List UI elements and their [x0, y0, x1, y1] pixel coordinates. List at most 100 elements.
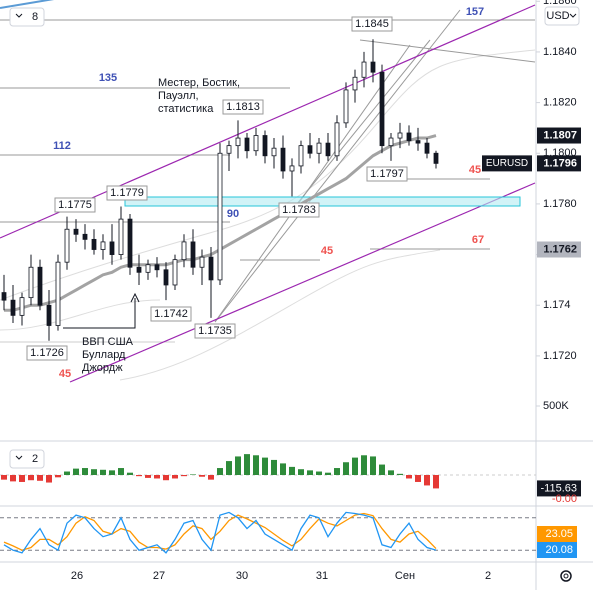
- candle-body: [136, 266, 142, 273]
- candle-body: [91, 238, 97, 250]
- price-label: 1.1726: [30, 347, 64, 359]
- candle-body: [307, 145, 313, 154]
- price-label: 1.1742: [154, 308, 188, 320]
- note: Пауэлл,: [158, 90, 199, 102]
- price-label: 1.1735: [198, 325, 232, 337]
- price-label-box: [194, 323, 236, 339]
- histogram-bar: [64, 471, 70, 475]
- candle-body: [325, 142, 331, 157]
- pane-button[interactable]: [9, 449, 45, 469]
- histogram-bar: [415, 475, 421, 482]
- histogram-bar: [190, 474, 196, 475]
- histogram-bar: [388, 470, 394, 475]
- x-tick-label: 27: [153, 570, 165, 582]
- histogram-bar: [271, 459, 277, 475]
- candle-body: [334, 122, 340, 157]
- x-tick-label: 26: [71, 570, 83, 582]
- envelope: [119, 249, 441, 381]
- x-tick-label: 2: [485, 570, 491, 582]
- candle-body: [415, 140, 421, 144]
- histogram-bar: [307, 470, 313, 475]
- candle-body: [37, 266, 43, 306]
- histogram-bar: [145, 475, 151, 478]
- price-label-box: [278, 202, 320, 218]
- y-tick-label: 1.1780: [543, 198, 577, 210]
- fan-line: [291, 39, 431, 211]
- fan-label: 67: [472, 234, 484, 246]
- candle-body: [172, 259, 178, 286]
- candle-body: [271, 147, 277, 157]
- level-tag-bg: [537, 241, 581, 258]
- candle-body: [397, 132, 403, 139]
- candle-body: [298, 145, 304, 167]
- histogram-bar: [244, 454, 250, 475]
- candle-body: [208, 256, 214, 281]
- y-tick-label: 1.1860: [543, 0, 577, 7]
- histogram-bar: [28, 475, 34, 481]
- zone-box: [124, 196, 521, 207]
- candle-body: [226, 145, 232, 154]
- candle-body: [28, 266, 34, 299]
- x-tick-label: 31: [316, 570, 328, 582]
- candle-body: [388, 137, 394, 147]
- candle-body: [433, 152, 439, 164]
- candle-body: [190, 241, 196, 268]
- candle-body: [145, 264, 151, 273]
- symbol-tag: EURUSD: [486, 158, 528, 169]
- ma-tag-bg: [537, 127, 581, 144]
- histogram-bar: [136, 475, 142, 477]
- candle-body: [343, 89, 349, 124]
- histogram-bar: [163, 475, 169, 481]
- candle-body: [19, 297, 25, 316]
- histogram-bar: [91, 469, 97, 475]
- candle-body: [163, 269, 169, 286]
- histogram-bar: [82, 468, 88, 475]
- candle-body: [244, 137, 250, 152]
- candle-body: [361, 61, 367, 78]
- price-label: 1.1813: [226, 101, 260, 113]
- histogram-bar: [127, 472, 133, 475]
- histogram-bar: [298, 469, 304, 475]
- price-label-box: [351, 16, 393, 32]
- candle-body: [127, 218, 133, 268]
- candle-body: [154, 264, 160, 271]
- price-label: 1.1775: [58, 199, 92, 211]
- candle-body: [280, 147, 286, 172]
- candle-body: [217, 152, 223, 281]
- histogram-bar: [352, 457, 358, 475]
- note: Буллард: [82, 349, 126, 361]
- candle-body: [46, 304, 52, 326]
- candle-body: [235, 137, 241, 147]
- note: Местер, Бостик,: [158, 77, 240, 89]
- level-line: [359, 39, 536, 63]
- y-tick-label: 1.1820: [543, 96, 577, 108]
- y-tick-label: 1.1840: [543, 46, 577, 58]
- stoch-k-tag: 20.08: [545, 544, 573, 556]
- channel-line: [0, 0, 55, 9]
- fan-label: 45: [469, 164, 481, 176]
- candle-body: [316, 142, 322, 154]
- currency-button[interactable]: [544, 6, 580, 26]
- price-label-box: [106, 185, 148, 201]
- settings-icon[interactable]: [560, 570, 572, 582]
- histogram-bar: [73, 468, 79, 475]
- candle-body: [424, 142, 430, 154]
- level-tag: 1.1762: [543, 243, 577, 255]
- stoch-d-tag: 23.05: [545, 528, 573, 540]
- candle-body: [82, 233, 88, 240]
- last-price-tag: 1.1796: [543, 157, 577, 169]
- histogram-bar: [100, 469, 106, 475]
- histogram-bar: [361, 455, 367, 475]
- arrow-head: [130, 292, 140, 303]
- candle-body: [109, 241, 115, 255]
- price-label: 1.1845: [355, 18, 389, 30]
- histogram-bar: [10, 475, 16, 482]
- layout-count: 8: [32, 11, 38, 23]
- histogram-bar: [334, 468, 340, 475]
- layout-button[interactable]: [9, 7, 45, 27]
- histogram-bar: [19, 475, 25, 482]
- histogram-bar: [325, 472, 331, 475]
- stoch-k: [3, 511, 437, 554]
- candle-body: [118, 218, 124, 255]
